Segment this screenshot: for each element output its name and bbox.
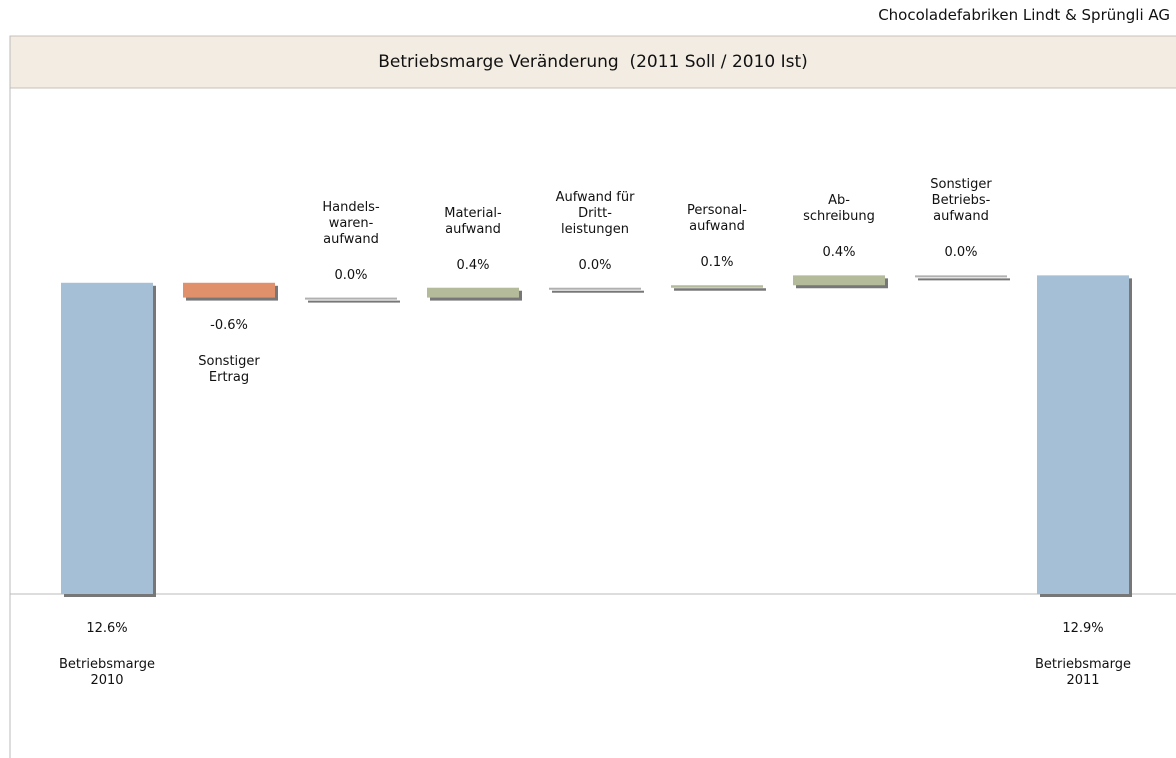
bar xyxy=(183,282,275,298)
bar-shadow xyxy=(552,290,644,293)
bar xyxy=(793,275,885,286)
company-name: Chocoladefabriken Lindt & Sprüngli AG xyxy=(878,6,1170,24)
value-label: 12.9% xyxy=(1062,621,1104,636)
header-box xyxy=(9,35,1176,89)
bar xyxy=(427,287,519,298)
bar xyxy=(549,287,641,290)
value-label: 0.0% xyxy=(578,257,612,273)
chart-title: Betriebsmarge Veränderung (2011 Soll / 2… xyxy=(378,52,808,72)
category-label: Betriebsmarge 2011 xyxy=(1035,657,1131,688)
bar xyxy=(1037,275,1129,594)
value-label: -0.6% xyxy=(210,317,248,333)
bar-shadow xyxy=(308,300,400,303)
value-label: 12.6% xyxy=(86,621,128,636)
category-label: Ab- schreibung xyxy=(803,193,875,225)
value-label: 0.4% xyxy=(822,245,856,261)
category-label: Material- aufwand xyxy=(444,205,502,237)
bar xyxy=(305,297,397,300)
value-label: 0.4% xyxy=(456,257,490,273)
bar xyxy=(915,275,1007,278)
category-label: Sonstiger Betriebs- aufwand xyxy=(930,177,992,225)
value-label: 0.0% xyxy=(334,267,368,283)
category-label: Sonstiger Ertrag xyxy=(198,353,260,385)
category-label: Aufwand für Dritt- leistungen xyxy=(555,189,635,237)
bar-shadow xyxy=(674,288,766,291)
category-label: Handels- waren- aufwand xyxy=(322,199,380,247)
category-label: Personal- aufwand xyxy=(687,203,747,235)
category-label: Betriebsmarge 2010 xyxy=(59,657,155,688)
bar-shadow xyxy=(918,278,1010,281)
bar xyxy=(61,282,153,594)
value-label: 0.1% xyxy=(700,255,734,271)
value-label: 0.0% xyxy=(944,245,978,261)
bar xyxy=(671,285,763,288)
